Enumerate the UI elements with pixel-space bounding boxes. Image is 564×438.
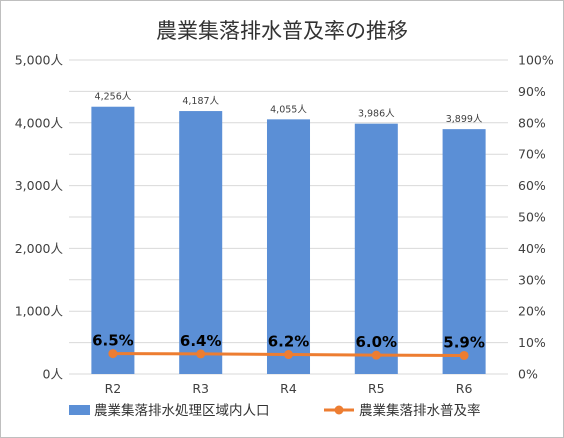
chart-title: 農業集落排水普及率の推移: [156, 19, 408, 43]
left-axis-tick-label: 4,000人: [15, 115, 64, 130]
category-label: R3: [192, 381, 209, 396]
line-series: [108, 349, 469, 360]
legend-swatch-marker: [334, 405, 344, 415]
right-axis-tick-label: 60%: [518, 178, 546, 193]
line-data-label: 6.4%: [180, 332, 222, 350]
bar-data-label: 3,986人: [358, 109, 395, 120]
line-marker: [459, 350, 469, 360]
bar: [442, 129, 486, 374]
right-axis-tick-label: 0%: [518, 367, 538, 382]
left-axis: 0人 1,000人 2,000人 3,000人 4,000人 5,000人: [15, 53, 64, 382]
category-label: R2: [105, 381, 122, 396]
right-axis-tick-label: 90%: [518, 84, 546, 99]
line-marker: [196, 349, 206, 359]
bar-data-label: 4,055人: [270, 104, 307, 115]
line-marker: [108, 349, 118, 359]
category-label: R5: [368, 381, 385, 396]
legend-label-line: 農業集落排水普及率: [359, 402, 481, 419]
line-data-label: 6.0%: [355, 333, 397, 351]
line-data-labels: 6.5% 6.4% 6.2% 6.0% 5.9%: [92, 332, 485, 352]
bar-data-label: 4,256人: [95, 92, 132, 103]
left-axis-tick-label: 0人: [43, 367, 64, 382]
category-label: R4: [280, 381, 297, 396]
legend-swatch-bar: [69, 405, 90, 415]
category-label: R6: [456, 381, 473, 396]
left-axis-tick-label: 3,000人: [15, 178, 64, 193]
legend: 農業集落排水処理区域内人口 農業集落排水普及率: [69, 402, 481, 419]
line-marker: [284, 350, 293, 360]
right-axis-tick-label: 80%: [518, 115, 546, 130]
right-axis-tick-label: 10%: [518, 335, 546, 350]
right-axis-tick-label: 70%: [518, 147, 546, 162]
line-data-label: 6.2%: [268, 333, 310, 351]
line-data-label: 5.9%: [443, 333, 485, 351]
left-axis-tick-label: 2,000人: [15, 241, 64, 256]
right-axis: 0% 10% 20% 30% 40% 50% 60% 70% 80% 90% 100%: [518, 53, 554, 382]
left-axis-tick-label: 1,000人: [15, 304, 64, 319]
right-axis-tick-label: 20%: [518, 304, 546, 319]
line-marker: [371, 350, 381, 360]
bar-data-labels: 4,256人 4,187人 4,055人 3,986人 3,899人: [95, 92, 483, 125]
legend-label-bar: 農業集落排水処理区域内人口: [94, 403, 270, 419]
right-axis-tick-label: 100%: [518, 53, 554, 68]
bar: [179, 111, 223, 374]
bar-data-label: 4,187人: [182, 96, 219, 107]
right-axis-tick-label: 50%: [518, 210, 546, 225]
bar: [91, 106, 135, 374]
bar-series: [91, 106, 486, 374]
category-axis: R2 R3 R4 R5 R6: [105, 381, 473, 396]
left-axis-tick-label: 5,000人: [15, 53, 64, 68]
right-axis-tick-label: 30%: [518, 272, 546, 287]
bar: [354, 123, 398, 374]
right-axis-tick-label: 40%: [518, 241, 546, 256]
bar: [266, 119, 311, 374]
line-data-label: 6.5%: [92, 332, 134, 350]
bar-data-label: 3,899人: [446, 114, 483, 125]
